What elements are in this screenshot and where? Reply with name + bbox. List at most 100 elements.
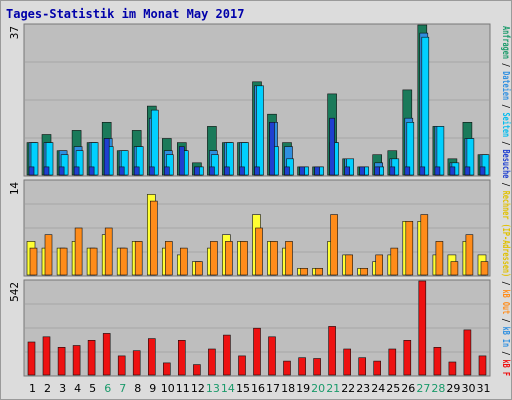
bar-besuche: [389, 166, 396, 176]
x-tick-label: 13: [206, 382, 220, 395]
bar-besuche: [374, 166, 381, 176]
x-tick-label: 7: [119, 382, 126, 395]
bar-kb-f: [238, 355, 246, 376]
bar-kb-f: [27, 341, 36, 376]
bar-besuche: [314, 166, 320, 176]
bar-kb-f: [313, 358, 321, 376]
x-tick-label: 23: [356, 382, 370, 395]
bar-besuche: [254, 166, 260, 176]
bar-besuche: [133, 166, 140, 176]
legend-segment: kB Out: [500, 290, 511, 315]
bar-seiten: [30, 142, 39, 176]
y-max-label: 542: [8, 282, 21, 302]
x-tick-label: 8: [134, 382, 141, 395]
bar-kb-f: [388, 348, 397, 376]
bar-kb-out: [480, 261, 489, 276]
panel-2: [23, 179, 491, 277]
x-tick-label: 15: [236, 382, 250, 395]
bar-kb-f: [478, 355, 487, 376]
legend-segment: /: [500, 347, 511, 359]
bar-besuche: [434, 166, 441, 176]
bar-kb-out: [465, 234, 474, 276]
bar-kb-out: [285, 241, 293, 276]
x-tick-label: 21: [326, 382, 340, 395]
bar-kb-out: [89, 247, 98, 276]
bar-kb-f: [223, 334, 231, 376]
bar-kb-f: [298, 357, 306, 376]
bar-seiten: [45, 142, 54, 176]
bar-besuche: [103, 138, 110, 176]
bar-seiten: [481, 154, 490, 176]
bar-kb-f: [448, 361, 457, 376]
bar-seiten: [120, 150, 129, 176]
bar-seiten: [421, 36, 430, 176]
bar-kb-out: [29, 247, 38, 276]
legend-segment: Besuche: [500, 150, 511, 179]
bar-kb-out: [405, 221, 414, 276]
x-tick-label: 10: [161, 382, 175, 395]
legend-segment: kB F: [500, 360, 511, 376]
bar-besuche: [88, 166, 95, 176]
x-tick-label: 26: [401, 382, 415, 395]
bar-besuche: [239, 166, 245, 176]
x-tick-label: 25: [386, 382, 400, 395]
bar-kb-out: [330, 214, 338, 276]
bar-kb-out: [134, 241, 143, 276]
x-tick-label: 6: [104, 382, 111, 395]
bar-besuche: [479, 166, 486, 176]
bar-seiten: [406, 122, 415, 176]
x-tick-label: 24: [371, 382, 385, 395]
bar-kb-out: [390, 247, 399, 276]
bar-besuche: [149, 166, 155, 176]
x-tick-label: 9: [149, 382, 156, 395]
x-tick-label: 30: [462, 382, 476, 395]
x-tick-label: 16: [251, 382, 265, 395]
bar-kb-f: [193, 364, 201, 376]
bar-besuche: [299, 166, 305, 176]
legend-segment: Seiten: [500, 112, 512, 137]
bar-kb-out: [74, 227, 83, 276]
bar-kb-out: [44, 234, 53, 276]
bar-besuche: [58, 166, 65, 176]
bar-kb-out: [300, 267, 308, 276]
x-tick-label: 29: [446, 382, 460, 395]
bar-kb-f: [253, 327, 261, 376]
bar-besuche: [404, 166, 411, 176]
x-tick-label: 18: [281, 382, 295, 395]
bar-besuche: [194, 166, 200, 176]
bar-kb-f: [403, 339, 412, 376]
bar-kb-out: [450, 261, 459, 276]
bar-seiten: [466, 138, 475, 176]
bar-kb-f: [132, 350, 141, 376]
x-tick-label: 20: [311, 382, 325, 395]
bar-kb-f: [42, 336, 51, 376]
bar-seiten: [135, 146, 144, 176]
bar-kb-out: [104, 227, 113, 276]
legend-segment: /: [500, 137, 511, 149]
legend-vertical: Anfragen / Dateien / Seiten / Besuche / …: [500, 26, 512, 376]
legend-segment: /: [500, 100, 511, 112]
bar-kb-f: [208, 348, 216, 376]
bar-kb-f: [117, 355, 126, 376]
x-tick-label: 11: [176, 382, 190, 395]
bar-besuche: [464, 166, 471, 176]
bar-seiten: [166, 154, 174, 176]
x-tick-label: 3: [59, 382, 66, 395]
bar-besuche: [284, 166, 290, 176]
bar-kb-f: [463, 329, 472, 376]
bar-kb-f: [57, 346, 66, 376]
bar-seiten: [256, 85, 264, 176]
bar-seiten: [241, 142, 249, 176]
bar-kb-f: [343, 348, 352, 376]
bar-seiten: [60, 154, 69, 176]
bar-besuche: [118, 166, 125, 176]
bar-kb-out: [435, 241, 444, 276]
bar-besuche: [164, 166, 170, 176]
bar-kb-out: [255, 227, 263, 276]
bar-besuche: [73, 166, 80, 176]
legend-segment: Anfragen: [500, 26, 511, 59]
bar-besuche: [449, 166, 456, 176]
bar-kb-out: [225, 241, 233, 276]
bar-kb-out: [345, 254, 354, 276]
